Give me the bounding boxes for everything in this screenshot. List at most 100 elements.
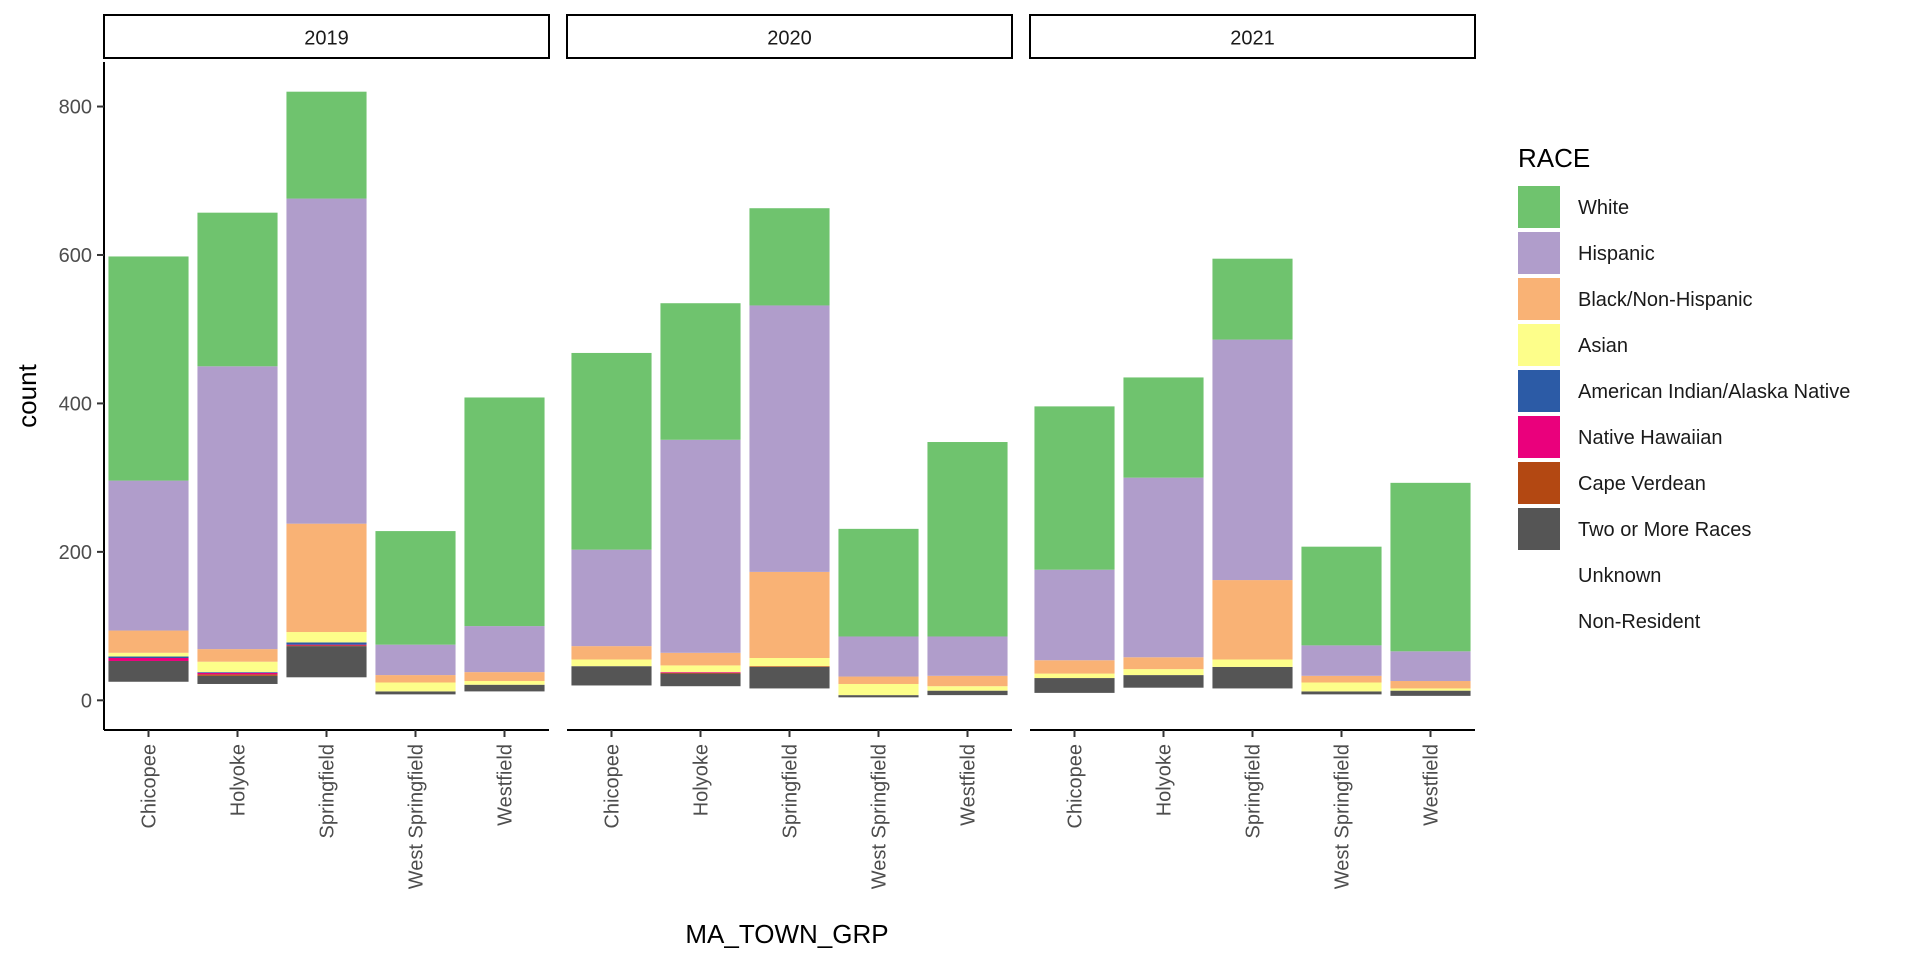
bar-segment-two-or-more-races [108, 660, 189, 682]
bar-segment-white [286, 91, 367, 199]
bar-segment-black-non-hispanic [571, 646, 652, 660]
y-tick-label: 600 [59, 245, 92, 267]
facet-strip-label: 2020 [767, 28, 812, 50]
bar-segment-hispanic [927, 636, 1008, 676]
bar-segment-unknown [1390, 695, 1471, 701]
bar-segment-asian [375, 682, 456, 692]
bar-segment-black-non-hispanic [1301, 675, 1382, 683]
bar-segment-native-hawaiian [660, 672, 741, 673]
bar-stack-chicopee [1034, 406, 1115, 701]
legend: RACE White Hispanic Black/Non-Hispanic Asian… [1518, 143, 1850, 633]
bar-stack-chicopee [108, 256, 189, 701]
bar-segment-unknown [375, 694, 456, 701]
bar-segment-unknown [464, 691, 545, 701]
x-tick-label: Springfield [780, 744, 802, 839]
bar-segment-unknown [927, 695, 1008, 701]
bar-segment-two-or-more-races [571, 666, 652, 686]
facet-strip-label: 2021 [1230, 28, 1275, 50]
bar-segment-white [838, 528, 919, 637]
y-axis-title: count [12, 363, 42, 427]
legend-label: Cape Verdean [1578, 473, 1706, 495]
bar-segment-unknown [1301, 694, 1382, 701]
bar-segment-two-or-more-races [286, 646, 367, 678]
y-tick-label: 800 [59, 97, 92, 119]
facet-panel-2020: 2020 Chicopee Holyoke Springfield West Sprin… [566, 14, 1013, 889]
legend-swatch [1518, 370, 1560, 412]
x-tick-label: Springfield [317, 744, 339, 839]
legend-label: American Indian/Alaska Native [1578, 381, 1850, 403]
x-tick-label: West Springfield [1332, 744, 1354, 889]
bar-segment-white [464, 397, 545, 627]
bar-segment-white [197, 212, 278, 367]
bar-segment-white [571, 352, 652, 550]
bar-segment-cape-verdean [286, 645, 367, 647]
bar-segment-asian [1212, 659, 1293, 667]
bar-stack-west-springfield [1301, 546, 1382, 701]
x-tick-label: Chicopee [602, 744, 624, 829]
bar-segment-asian [1390, 688, 1471, 691]
bar-segment-two-or-more-races [838, 695, 919, 698]
bar-segment-black-non-hispanic [660, 652, 741, 666]
bar-segment-two-or-more-races [1123, 675, 1204, 688]
bar-segment-hispanic [108, 480, 189, 631]
y-tick-label: 400 [59, 393, 92, 415]
legend-swatch [1518, 416, 1560, 458]
bar-segment-asian [927, 686, 1008, 691]
bar-segment-two-or-more-races [927, 690, 1008, 696]
x-tick-label: West Springfield [406, 744, 428, 889]
legend-label: Two or More Races [1578, 519, 1751, 541]
bar-segment-white [1212, 258, 1293, 340]
x-tick-label: Chicopee [1065, 744, 1087, 829]
bar-segment-unknown [1123, 687, 1204, 701]
bar-segment-white [1123, 377, 1204, 478]
bar-stack-westfield [927, 442, 1008, 701]
bar-segment-asian [108, 652, 189, 657]
bar-stack-westfield [1390, 482, 1471, 701]
bar-segment-white [1301, 546, 1382, 646]
bar-segment-white [749, 208, 830, 306]
bar-segment-white [108, 256, 189, 481]
bar-segment-hispanic [1390, 651, 1471, 682]
x-tick-label: West Springfield [869, 744, 891, 889]
legend-label: Native Hawaiian [1578, 427, 1723, 449]
bar-stack-holyoke [197, 212, 278, 701]
x-tick-label: Holyoke [691, 744, 713, 816]
bar-segment-two-or-more-races [197, 675, 278, 684]
x-tick-label: Springfield [1243, 744, 1265, 839]
bar-segment-asian [1301, 682, 1382, 692]
bar-segment-black-non-hispanic [927, 675, 1008, 687]
legend-label: Hispanic [1578, 243, 1655, 265]
bar-segment-unknown [571, 685, 652, 701]
bar-segment-black-non-hispanic [286, 523, 367, 633]
bar-stack-west-springfield [375, 531, 456, 701]
bar-segment-black-non-hispanic [375, 675, 456, 683]
bar-segment-two-or-more-races [464, 684, 545, 692]
bar-segment-two-or-more-races [1390, 690, 1471, 696]
bar-stack-holyoke [660, 303, 741, 701]
bar-segment-hispanic [1034, 569, 1115, 661]
bar-segment-asian [286, 632, 367, 643]
bar-segment-unknown [1212, 688, 1293, 701]
legend-swatch [1518, 324, 1560, 366]
legend-swatch [1518, 508, 1560, 550]
x-tick-label: Westfield [1421, 744, 1443, 826]
x-tick-label: Holyoke [1154, 744, 1176, 816]
legend-label: Black/Non-Hispanic [1578, 289, 1753, 311]
bar-stack-westfield [464, 397, 545, 701]
bar-segment-black-non-hispanic [1212, 580, 1293, 660]
facet-strip [103, 14, 550, 59]
bar-segment-native-hawaiian [286, 644, 367, 646]
facet-strip [566, 14, 1013, 59]
legend-title: RACE [1518, 143, 1590, 173]
legend-swatch [1518, 186, 1560, 228]
y-tick-label: 200 [59, 542, 92, 564]
bar-segment-hispanic [1123, 477, 1204, 658]
bar-segment-asian [749, 658, 830, 667]
bar-segment-white [927, 442, 1008, 637]
legend-label: Unknown [1578, 565, 1661, 587]
x-tick-label: Holyoke [228, 744, 250, 816]
bar-stack-chicopee [571, 352, 652, 701]
bar-segment-hispanic [1212, 339, 1293, 581]
bar-segment-hispanic [1301, 645, 1382, 676]
legend-swatch [1518, 462, 1560, 504]
